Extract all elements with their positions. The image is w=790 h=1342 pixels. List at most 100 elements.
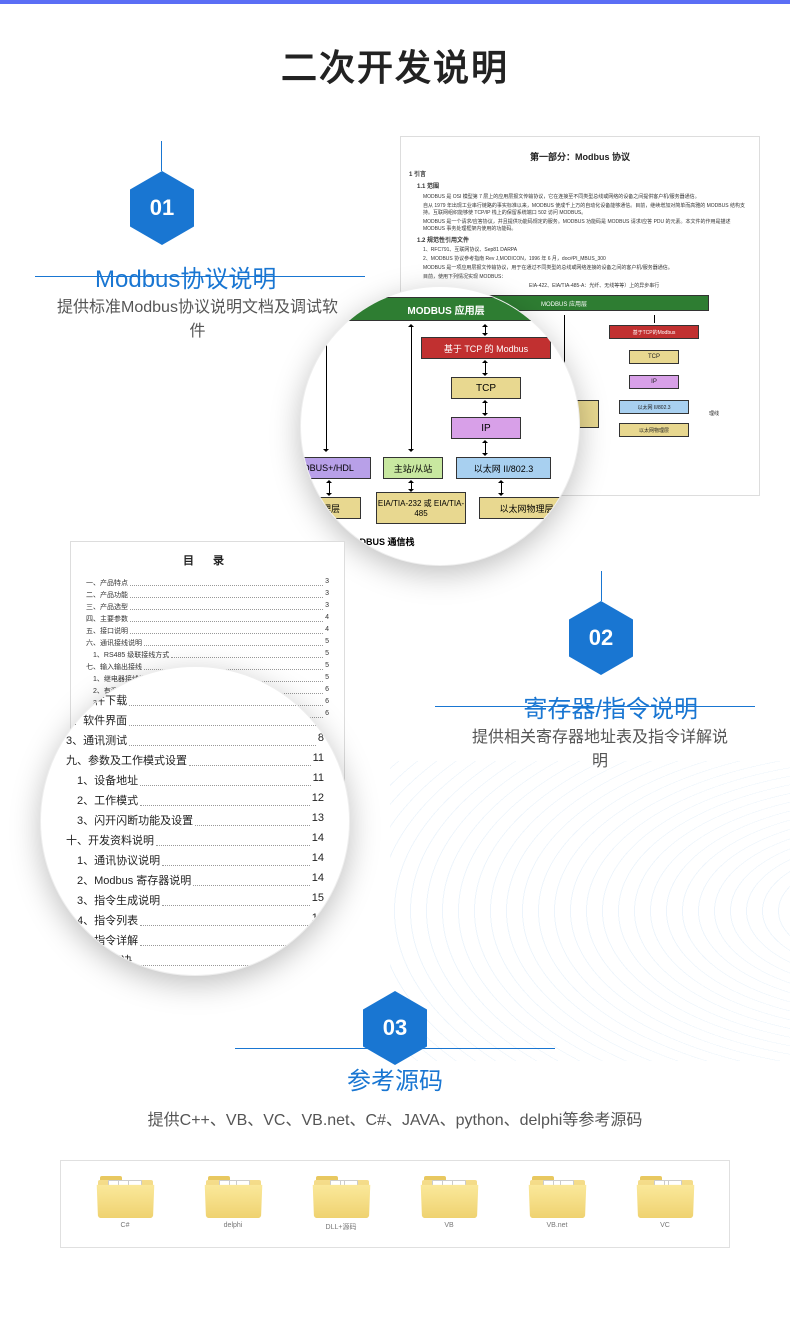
toc-line: 九、参数及工作模式设置11 [66,752,324,768]
toc-line: 3、通讯测试 8 [66,732,324,748]
toc-dots [156,832,310,846]
folder-icon [638,1176,693,1218]
toc-text: 一、产品特点 [86,578,128,588]
layer-hdl: DBUS+/HDL [300,457,371,479]
magnify-circle-2: 1、软件下载6 2、软件界面7 3、通讯测试 8 九、参数及工作模式设置11 1、设备地… [40,666,350,976]
toc-line: 1、设备地址11 [66,772,324,788]
toc-page: 6 [325,698,329,708]
toc-text: 六、通讯接线说明 [86,638,142,648]
toc-line: 2、Modbus 寄存器说明 14 [66,872,324,888]
toc-text: 3、指令生成说明 [66,892,160,908]
toc-dots [189,752,311,766]
toc-page: 5 [325,662,329,672]
toc-page: 3 [325,602,329,612]
toc-page: 5 [325,638,329,648]
arrow-mid [411,325,412,451]
toc-page: 14 [312,872,324,888]
folder-item: VC [638,1176,693,1232]
layer-eth: 以太网 II/802.3 [456,457,551,479]
toc-page: 4 [325,626,329,636]
toc-line: 1、软件下载6 [66,692,324,708]
layer-tcp: TCP [451,377,521,399]
toc-dots [130,614,323,622]
magnify-circle-1: MODBUS 应用层 基于 TCP 的 Modbus TCP IP DBUS+/… [300,286,580,566]
toc-dots [130,578,323,586]
toc-text: 3、闪开闪断功能及设置 [66,812,193,828]
doc1-h1: 1 引言 [409,171,751,179]
toc-text: 1、RS485 级联接线方式 [86,650,169,660]
toc-dots [134,952,322,966]
folder-icon [530,1176,585,1218]
doc1-p4: 1、RFC791、互联网协议、Sep81 DARPA [423,247,751,254]
folder-item: VB.net [530,1176,585,1232]
toc-dots [193,872,309,886]
layer-master: 主站/从站 [383,457,443,479]
toc-dots [130,626,323,634]
doc1-p1: MODBUS 是 OSI 模型第 7 层上的应用层报文传输协议，它在连接至不同类… [423,194,751,201]
folders-row: C# delphi DLL+源码 VB VB.net VC [60,1160,730,1248]
toc-line: 五、接口说明 4 [86,626,329,636]
arrow-r3 [485,401,486,415]
doc1-h12: 1.2 规范性引用文件 [417,237,751,245]
toc-page: 6 [325,710,329,720]
toc-big-list: 1、软件下载6 2、软件界面7 3、通讯测试 8 九、参数及工作模式设置11 1、设备地… [66,692,324,968]
toc-page: 5 [325,674,329,684]
mini-eth: 以太网 II/802.3 [619,400,689,414]
toc-text: 2、工作模式 [66,792,138,808]
mini-line-label: 理线 [709,410,719,417]
folder-label: VB [422,1222,477,1229]
toc-page: 4 [325,614,329,624]
folder-label: delphi [206,1222,261,1229]
top-accent-bar [0,0,790,4]
folder-label: C# [98,1222,153,1229]
toc-line: 二、产品功能3 [86,590,329,600]
toc-text: 四、主要参数 [86,614,128,624]
mini-tcpmb: 基于TCP的Modbus [609,325,699,339]
toc-text: 见问题与解决 [66,952,132,968]
toc-line: 4、指令列表16 [66,912,324,928]
toc-text: 九、参数及工作模式设置 [66,752,187,768]
doc1-p6: MODBUS 是一项应用层报文传输协议，用于在通过不同类型的总线或网络连接的设备… [423,265,751,272]
folder-item: C# [98,1176,153,1232]
layer-ip: IP [451,417,521,439]
section2-desc: 提供相关寄存器地址表及指令详解说明 [465,726,735,774]
toc-line: 2、软件界面7 [66,712,324,728]
toc-line: 1、RS485 级联接线方式5 [86,650,329,660]
arrow-r2 [485,361,486,375]
toc-dots [130,590,323,598]
arrow-r5 [501,481,502,495]
toc-text: 五、接口说明 [86,626,128,636]
toc-page: 8 [318,732,324,748]
arrow-r4 [485,441,486,455]
section-modbus: 01 Modbus协议说明 提供标准Modbus协议说明文档及调试软件 第一部分… [0,141,790,541]
doc1-p2: 自从 1979 年出现工业串行链路的事实标准以来，MODBUS 使成千上万的自动… [423,203,751,217]
toc-dots [162,852,310,866]
folder-icon [314,1176,369,1218]
folder-icon [206,1176,261,1218]
toc-title: 目 录 [86,552,329,568]
doc1-p3: MODBUS 是一个请求/应答协议，并且提供功能码规定的服务。MODBUS 功能… [423,219,751,233]
toc-dots [129,732,316,746]
toc-line: 2、工作模式12 [66,792,324,808]
toc-text: 三、产品选型 [86,602,128,612]
folder-icon [98,1176,153,1218]
page-title: 二次开发说明 [0,39,790,91]
toc-dots [140,912,310,926]
doc1-p7: 目前，使用下列情况实现 MODBUS： [423,274,751,281]
connector-line [161,141,162,171]
badge-02: 02 [569,601,633,675]
toc-dots [162,892,310,906]
layer-eia: EIA/TIA-232 或 EIA/TIA-485 [376,492,466,524]
toc-text: 2、Modbus 寄存器说明 [66,872,191,888]
toc-dots [140,772,310,786]
doc1-p5: 2、MODBUS 协议参考指南 Rev J,MODICON，1996 年 6 月… [423,256,751,263]
mini-ip: IP [629,375,679,389]
toc-text: 3、通讯测试 [66,732,127,748]
layer-tcpmb: 基于 TCP 的 Modbus [421,337,551,359]
folder-label: DLL+源码 [314,1222,369,1232]
toc-line: 见问题与解决 [66,952,324,968]
folder-label: VB.net [530,1222,585,1229]
doc1-h11: 1.1 范围 [417,183,751,191]
toc-dots [140,932,310,946]
toc-page: 13 [312,812,324,828]
